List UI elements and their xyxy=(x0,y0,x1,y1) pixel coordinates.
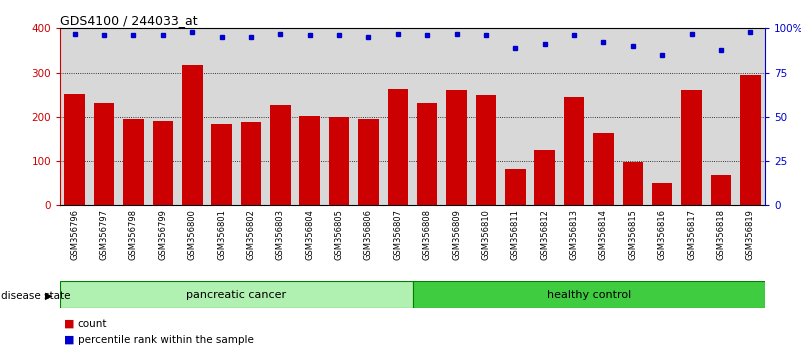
Bar xyxy=(710,175,731,205)
Text: GSM356808: GSM356808 xyxy=(423,209,432,260)
Bar xyxy=(328,117,349,205)
Bar xyxy=(300,116,320,205)
Bar xyxy=(240,122,261,205)
Bar xyxy=(505,169,525,205)
Text: GSM356806: GSM356806 xyxy=(364,209,373,260)
Text: GSM356814: GSM356814 xyxy=(599,209,608,260)
Bar xyxy=(60,281,413,308)
Text: GSM356799: GSM356799 xyxy=(159,209,167,260)
Bar xyxy=(740,75,760,205)
Text: pancreatic cancer: pancreatic cancer xyxy=(186,290,286,300)
Text: GSM356803: GSM356803 xyxy=(276,209,285,260)
Text: count: count xyxy=(78,319,107,329)
Text: GSM356818: GSM356818 xyxy=(716,209,726,260)
Bar xyxy=(446,90,467,205)
Text: GSM356796: GSM356796 xyxy=(70,209,79,260)
Text: GSM356802: GSM356802 xyxy=(247,209,256,260)
Text: GSM356809: GSM356809 xyxy=(452,209,461,260)
Text: GSM356805: GSM356805 xyxy=(335,209,344,260)
Text: GSM356800: GSM356800 xyxy=(187,209,197,260)
Text: GSM356819: GSM356819 xyxy=(746,209,755,260)
Bar xyxy=(413,281,765,308)
Bar xyxy=(476,95,496,205)
Text: GDS4100 / 244033_at: GDS4100 / 244033_at xyxy=(60,14,198,27)
Bar xyxy=(681,90,702,205)
Text: GSM356813: GSM356813 xyxy=(570,209,578,260)
Text: ▶: ▶ xyxy=(46,291,53,301)
Bar xyxy=(64,94,85,205)
Text: percentile rank within the sample: percentile rank within the sample xyxy=(78,335,254,345)
Bar xyxy=(622,162,643,205)
Bar xyxy=(534,150,555,205)
Bar xyxy=(94,103,115,205)
Text: disease state: disease state xyxy=(1,291,70,301)
Text: GSM356807: GSM356807 xyxy=(393,209,402,260)
Text: GSM356815: GSM356815 xyxy=(628,209,638,260)
Bar xyxy=(123,119,144,205)
Bar xyxy=(211,124,232,205)
Text: GSM356797: GSM356797 xyxy=(99,209,109,260)
Text: ■: ■ xyxy=(64,319,74,329)
Bar xyxy=(564,97,584,205)
Text: ■: ■ xyxy=(64,335,74,345)
Text: GSM356798: GSM356798 xyxy=(129,209,138,260)
Text: GSM356804: GSM356804 xyxy=(305,209,314,260)
Text: GSM356801: GSM356801 xyxy=(217,209,226,260)
Text: GSM356817: GSM356817 xyxy=(687,209,696,260)
Bar xyxy=(652,183,672,205)
Bar xyxy=(270,105,291,205)
Bar xyxy=(388,89,408,205)
Text: GSM356811: GSM356811 xyxy=(511,209,520,260)
Text: GSM356810: GSM356810 xyxy=(481,209,490,260)
Bar xyxy=(417,103,437,205)
Bar xyxy=(593,133,614,205)
Text: healthy control: healthy control xyxy=(546,290,631,300)
Text: GSM356816: GSM356816 xyxy=(658,209,666,260)
Bar xyxy=(182,65,203,205)
Bar xyxy=(152,121,173,205)
Text: GSM356812: GSM356812 xyxy=(540,209,549,260)
Bar xyxy=(358,119,379,205)
